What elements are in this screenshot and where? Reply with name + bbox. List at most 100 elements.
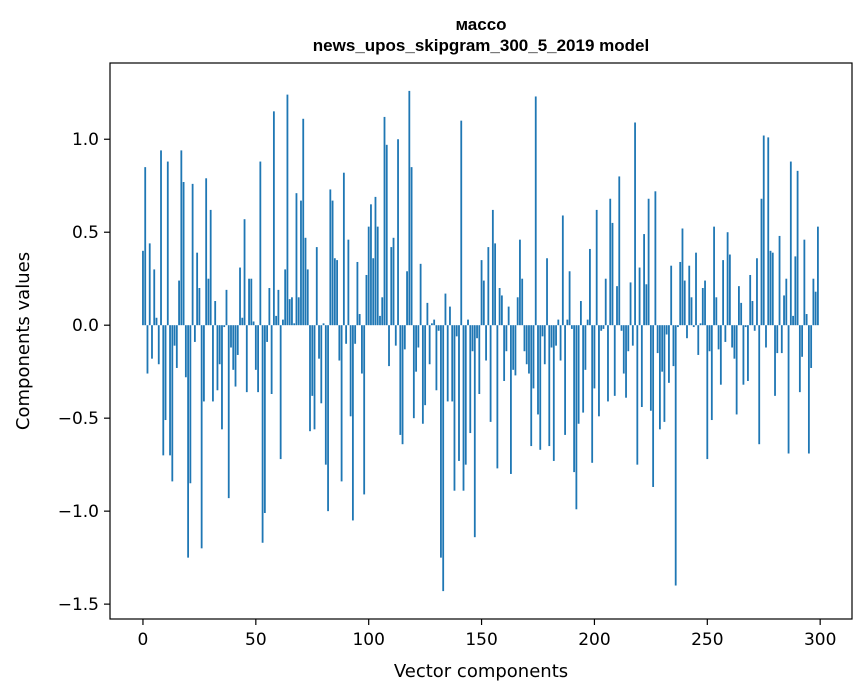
bar xyxy=(338,325,341,361)
bar xyxy=(230,325,232,348)
bar xyxy=(250,278,253,326)
bar xyxy=(722,260,725,326)
bar xyxy=(196,252,199,326)
bar xyxy=(485,325,487,361)
bar xyxy=(586,319,589,326)
bar xyxy=(528,325,530,374)
bar xyxy=(733,325,736,359)
bar xyxy=(710,325,713,421)
bar xyxy=(401,325,404,445)
bar xyxy=(652,325,655,487)
bar xyxy=(331,200,334,326)
bar xyxy=(451,325,454,402)
bar xyxy=(810,325,813,368)
bar xyxy=(383,116,386,326)
x-axis: 0 50 100 150 200 250 300 xyxy=(138,619,836,650)
bar xyxy=(663,325,666,422)
bar xyxy=(591,325,594,463)
bar xyxy=(340,325,343,482)
bar xyxy=(649,325,652,411)
bar xyxy=(437,325,440,331)
bar xyxy=(460,120,463,326)
bar xyxy=(279,325,282,460)
bar xyxy=(146,325,149,374)
bar xyxy=(505,325,508,352)
bar xyxy=(478,325,481,394)
x-tick-label: 0 xyxy=(138,630,149,650)
bar xyxy=(812,278,815,326)
bar xyxy=(266,325,269,342)
bar xyxy=(455,325,458,337)
chart-subtitle: news_upos_skipgram_300_5_2019 model xyxy=(313,36,649,55)
x-tick-label: 250 xyxy=(691,630,723,650)
bar xyxy=(704,280,706,326)
x-tick-label: 200 xyxy=(578,630,610,650)
bar xyxy=(358,314,361,326)
bar xyxy=(767,137,770,326)
x-tick-label: 300 xyxy=(804,630,836,650)
bar xyxy=(315,247,318,326)
bar xyxy=(426,302,429,326)
bar xyxy=(751,301,754,326)
bar xyxy=(153,269,156,326)
bar xyxy=(731,325,734,348)
bar xyxy=(620,325,623,331)
bar xyxy=(473,325,476,538)
bar xyxy=(654,191,657,326)
bar xyxy=(345,325,348,344)
bar xyxy=(252,321,255,326)
bar xyxy=(577,325,580,424)
bar xyxy=(151,325,153,359)
y-tick-label: −1.0 xyxy=(58,502,99,522)
bar xyxy=(756,258,758,326)
bar xyxy=(487,247,490,326)
bar xyxy=(774,325,776,396)
bar xyxy=(507,306,510,326)
bar xyxy=(607,325,609,402)
bar xyxy=(342,172,345,326)
bar xyxy=(665,325,668,335)
bar xyxy=(257,325,259,393)
bar xyxy=(559,325,562,361)
bar xyxy=(318,325,320,359)
bar xyxy=(200,325,203,549)
bar xyxy=(740,302,743,326)
bar xyxy=(392,237,395,326)
bar xyxy=(160,150,162,326)
bar xyxy=(627,325,630,352)
bar xyxy=(164,325,167,421)
bar xyxy=(568,271,571,326)
bar xyxy=(697,325,700,355)
bar xyxy=(753,325,756,331)
bar xyxy=(394,325,397,346)
bar xyxy=(476,325,478,339)
bar xyxy=(162,325,165,456)
bar xyxy=(397,139,399,326)
bar xyxy=(616,286,618,326)
bar xyxy=(198,288,201,326)
bar xyxy=(643,234,645,326)
bar xyxy=(142,250,144,326)
bar xyxy=(579,301,582,326)
bar xyxy=(297,297,300,326)
bar xyxy=(180,150,183,326)
bar xyxy=(602,325,605,329)
bar xyxy=(668,325,670,383)
bar xyxy=(765,325,767,348)
bar xyxy=(717,325,720,350)
bar xyxy=(491,209,494,326)
bar xyxy=(166,161,169,326)
bar xyxy=(261,325,264,543)
bar xyxy=(390,247,393,326)
bar xyxy=(701,288,704,326)
bar xyxy=(453,325,456,491)
bar xyxy=(324,325,327,465)
bar xyxy=(638,267,641,326)
bar xyxy=(178,280,180,326)
bar xyxy=(471,325,474,352)
bar xyxy=(282,319,284,326)
bar xyxy=(496,325,499,469)
bar xyxy=(169,325,171,456)
bar xyxy=(241,317,244,326)
bar xyxy=(361,325,363,374)
